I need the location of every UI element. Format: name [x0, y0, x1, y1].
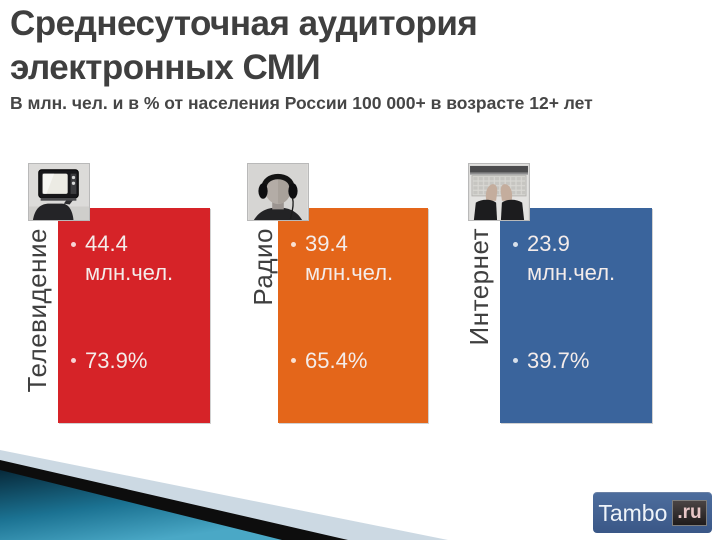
watermark-tld-badge: .ru — [672, 500, 707, 526]
audience-percent: 65.4% — [278, 346, 428, 375]
stat-card-television: 44.4 млн.чел. 73.9% — [58, 208, 210, 423]
category-label-radio: Радио — [248, 228, 278, 306]
category-label-internet: Интернет — [464, 228, 494, 346]
keyboard-illustration — [470, 164, 528, 220]
audience-value-text: 39.4 млн.чел. — [305, 231, 394, 285]
category-label-television: Телевидение — [22, 228, 52, 393]
bullet-icon — [291, 358, 296, 363]
watermark-brand-text: Tambo — [598, 499, 668, 526]
watermark-tambo-ru[interactable]: Tambo .ru — [593, 492, 712, 533]
page-title: Среднесуточная аудитория электронных СМИ — [10, 2, 650, 90]
bullet-icon — [71, 358, 76, 363]
stat-card-internet: 23.9 млн.чел. 39.7% — [500, 208, 652, 423]
bullet-icon — [513, 358, 518, 363]
audience-percent: 39.7% — [500, 346, 652, 375]
bullet-icon — [291, 242, 296, 247]
corner-decoration — [0, 450, 448, 540]
tv-illustration — [29, 164, 89, 220]
audience-percent-text: 73.9% — [85, 348, 148, 373]
audience-percent: 73.9% — [58, 346, 210, 375]
stat-card-radio: 39.4 млн.чел. 65.4% — [278, 208, 428, 423]
teal-wedge-shape — [0, 470, 282, 540]
keyboard-photo-icon — [468, 163, 530, 221]
page-subtitle: В млн. чел. и в % от населения России 10… — [10, 93, 593, 113]
audience-percent-text: 65.4% — [305, 348, 368, 373]
audience-percent-text: 39.7% — [527, 348, 590, 373]
bullet-icon — [513, 242, 518, 247]
tv-photo-icon — [28, 163, 90, 221]
audience-value: 23.9 млн.чел. — [500, 208, 652, 287]
page-title-line1: Среднесуточная аудитория — [10, 4, 478, 43]
audience-value-text: 44.4 млн.чел. — [85, 231, 174, 285]
audience-value: 44.4 млн.чел. — [58, 208, 210, 287]
audience-value: 39.4 млн.чел. — [278, 208, 428, 287]
headphones-illustration — [249, 164, 307, 220]
bullet-icon — [71, 242, 76, 247]
page-title-line2: электронных СМИ — [10, 48, 321, 87]
headphones-photo-icon — [247, 163, 309, 221]
audience-value-text: 23.9 млн.чел. — [527, 231, 616, 285]
